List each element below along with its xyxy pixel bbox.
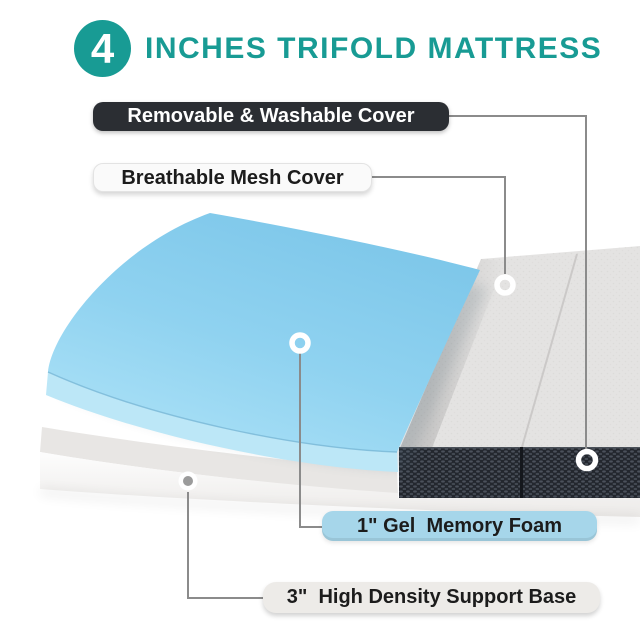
ring-mesh-cover (494, 274, 516, 296)
connector-mesh-cover (372, 176, 506, 274)
page-title: INCHES TRIFOLD MATTRESS (145, 32, 603, 65)
dot-support-base (183, 476, 193, 486)
title-number-badge: 4 (74, 20, 131, 77)
foam-top-face (48, 213, 480, 452)
ring-removable-cover (575, 448, 599, 472)
connector-removable-cover (449, 115, 587, 449)
mesh-fold-seam (520, 447, 523, 498)
ring-gel-foam (289, 332, 311, 354)
connector-gel-foam (299, 353, 322, 528)
callout-connectors (187, 115, 587, 599)
callout-label-support-base: 3" High Density Support Base (263, 582, 600, 613)
mesh-top-highlight (399, 447, 640, 449)
callout-markers (178, 274, 599, 491)
foam-edge-line (47, 371, 398, 453)
base-top-face (40, 427, 398, 494)
callout-label-gel-memory-foam: 1" Gel Memory Foam (322, 511, 597, 541)
foam-layer (46, 213, 480, 472)
callout-label-breathable-mesh-cover: Breathable Mesh Cover (93, 163, 372, 192)
connector-support-base (187, 492, 263, 599)
foam-side-face (46, 372, 398, 472)
mesh-side-band (399, 447, 640, 498)
fold-seam (521, 253, 578, 448)
base-front-face (40, 452, 640, 517)
mattress-top-texture (400, 246, 640, 448)
callout-label-removable-washable-cover: Removable & Washable Cover (93, 102, 449, 131)
